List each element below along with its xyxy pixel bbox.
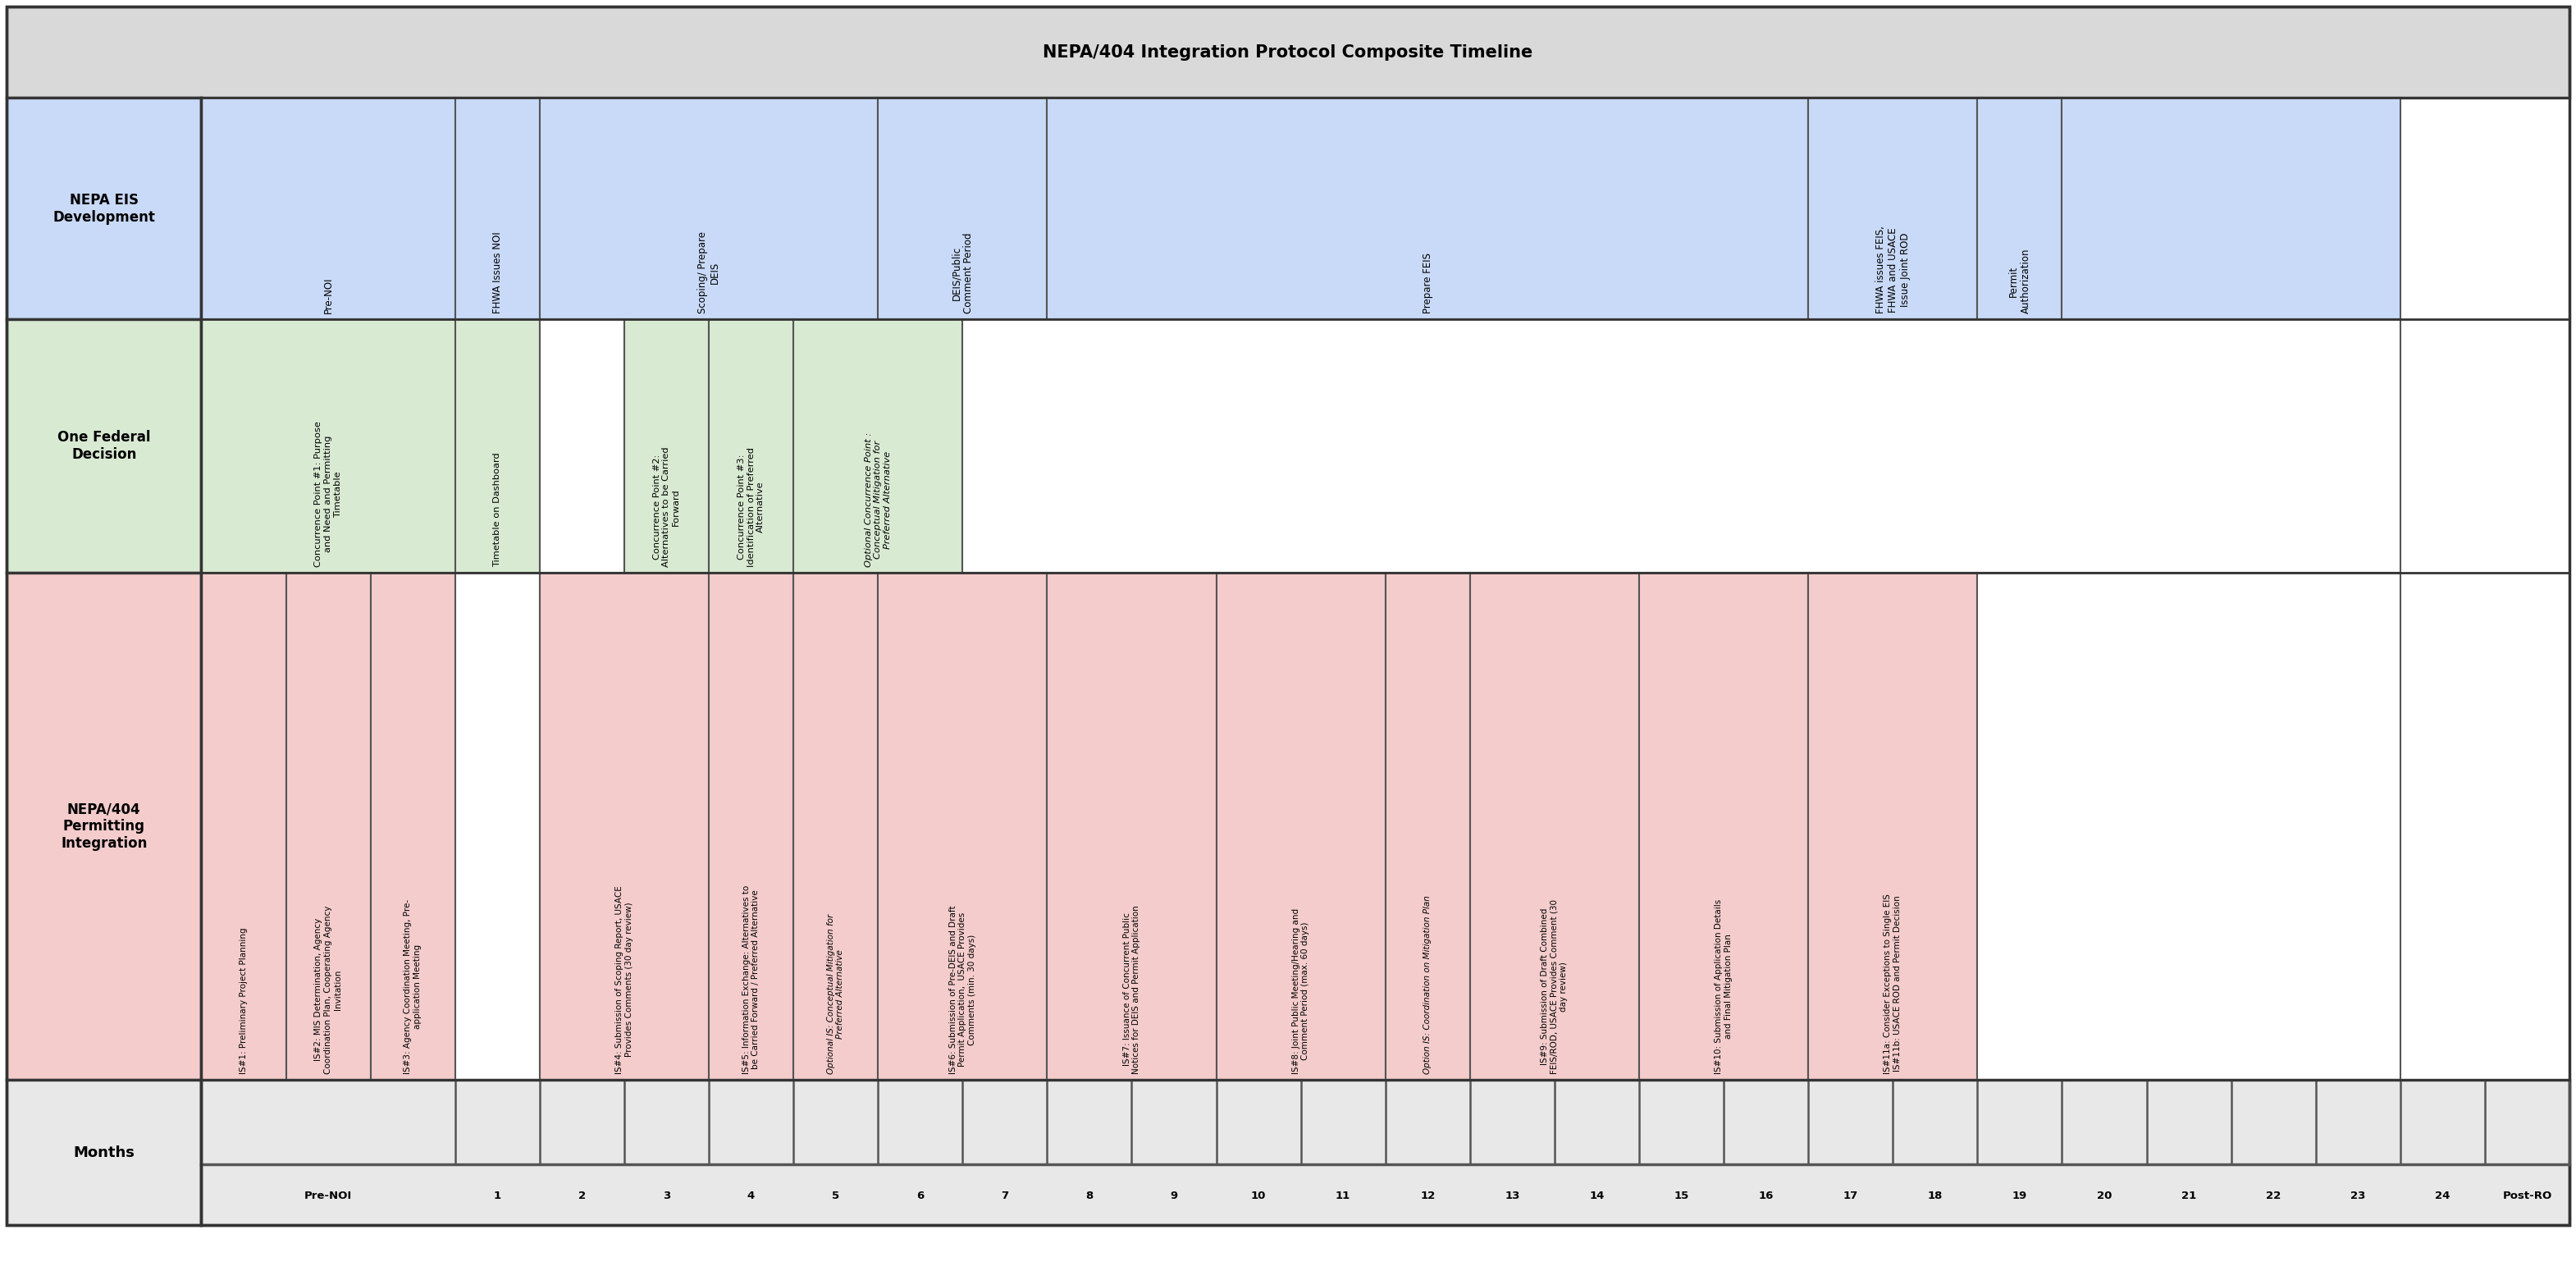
Text: IS#11a: Consider Exceptions to Single EIS
IS#11b: USACE ROD and Permit Decision: IS#11a: Consider Exceptions to Single EI… — [1883, 893, 1901, 1074]
Bar — [963, 320, 2401, 573]
Text: 21: 21 — [2182, 1190, 2197, 1202]
Bar — [201, 573, 286, 1079]
Bar — [1471, 573, 1638, 1079]
Bar — [793, 320, 963, 573]
Text: 18: 18 — [1927, 1190, 1942, 1202]
Text: Months: Months — [72, 1146, 134, 1160]
Text: IS#7: Issuance of Concurrent Public
Notices for DEIS and Permit Application: IS#7: Issuance of Concurrent Public Noti… — [1123, 905, 1141, 1074]
Bar — [8, 1079, 201, 1225]
Text: 2: 2 — [577, 1190, 585, 1202]
Text: IS#1: Preliminary Project Planning: IS#1: Preliminary Project Planning — [240, 927, 247, 1074]
Text: DEIS/Public
Comment Period: DEIS/Public Comment Period — [951, 233, 974, 314]
Text: 1: 1 — [495, 1190, 502, 1202]
Bar — [1808, 97, 1978, 320]
Text: NEPA/404 Integration Protocol Composite Timeline: NEPA/404 Integration Protocol Composite … — [1043, 44, 1533, 60]
Text: 10: 10 — [1252, 1190, 1265, 1202]
Bar — [8, 573, 201, 1079]
Text: 9: 9 — [1170, 1190, 1177, 1202]
Bar — [538, 97, 878, 320]
Text: 4: 4 — [747, 1190, 755, 1202]
Bar — [1978, 97, 2061, 320]
Text: Permit
Authorization: Permit Authorization — [2009, 248, 2032, 314]
Text: 5: 5 — [832, 1190, 840, 1202]
Text: FHWA Issues NOI: FHWA Issues NOI — [492, 232, 502, 314]
Bar — [371, 573, 456, 1079]
Bar — [1046, 573, 1216, 1079]
Text: IS#2: MIS Determination, Agency
Coordination Plan, Cooperating Agency
Invitation: IS#2: MIS Determination, Agency Coordina… — [314, 905, 343, 1074]
Text: 6: 6 — [917, 1190, 925, 1202]
Bar — [456, 320, 538, 573]
Bar — [1216, 573, 1386, 1079]
Text: IS#5: Information Exchange: Alternatives to
be Carried Forward / Preferred Alter: IS#5: Information Exchange: Alternatives… — [742, 884, 760, 1074]
Text: 8: 8 — [1084, 1190, 1092, 1202]
Text: Prepare FEIS: Prepare FEIS — [1422, 253, 1432, 314]
Text: Concurrence Point #1: Purpose
and Need and Permitting
Timetable: Concurrence Point #1: Purpose and Need a… — [314, 421, 343, 567]
Text: Scoping/ Prepare
DEIS: Scoping/ Prepare DEIS — [698, 232, 721, 314]
Text: IS#4: Submission of Scoping Report, USACE
Provides Comments (30 day review): IS#4: Submission of Scoping Report, USAC… — [616, 886, 634, 1074]
Bar — [8, 6, 2568, 97]
Bar — [538, 573, 708, 1079]
Bar — [708, 573, 793, 1079]
Bar — [538, 320, 623, 573]
Text: 7: 7 — [1002, 1190, 1010, 1202]
Text: 23: 23 — [2349, 1190, 2365, 1202]
Text: Timetable on Dashboard: Timetable on Dashboard — [492, 452, 502, 567]
Text: Optional IS: Conceptual Mitigation for
Preferred Alternative: Optional IS: Conceptual Mitigation for P… — [827, 914, 845, 1074]
Bar — [1386, 573, 1471, 1079]
Bar — [8, 97, 201, 320]
Bar — [708, 320, 793, 573]
Bar — [201, 97, 456, 320]
Text: 11: 11 — [1334, 1190, 1350, 1202]
Bar — [201, 1079, 2568, 1225]
Bar — [623, 320, 708, 573]
Text: 20: 20 — [2097, 1190, 2112, 1202]
Bar — [793, 573, 878, 1079]
Text: IS#9: Submission of Draft Combined
FEIS/ROD, USACE Provides Comment (30
day revi: IS#9: Submission of Draft Combined FEIS/… — [1540, 899, 1569, 1074]
Bar — [1046, 97, 1808, 320]
Text: 17: 17 — [1842, 1190, 1857, 1202]
Text: 22: 22 — [2267, 1190, 2280, 1202]
Text: Pre-NOI: Pre-NOI — [304, 1190, 353, 1202]
Text: IS#6: Submission of Pre-DEIS and Draft
Permit Application,  USACE Provides
Comme: IS#6: Submission of Pre-DEIS and Draft P… — [948, 905, 976, 1074]
Text: Pre-NOI: Pre-NOI — [322, 278, 332, 314]
Bar — [456, 573, 538, 1079]
Text: One Federal
Decision: One Federal Decision — [57, 430, 149, 462]
Bar — [878, 573, 1046, 1079]
Text: NEPA EIS
Development: NEPA EIS Development — [52, 193, 155, 224]
Bar — [286, 573, 371, 1079]
Bar — [456, 97, 538, 320]
Bar — [2061, 97, 2401, 320]
Bar — [878, 97, 1046, 320]
Text: NEPA/404
Permitting
Integration: NEPA/404 Permitting Integration — [62, 801, 147, 851]
Bar — [1978, 573, 2401, 1079]
Text: FHWA issues FEIS,
FHWA and USACE
Issue Joint ROD: FHWA issues FEIS, FHWA and USACE Issue J… — [1875, 227, 1911, 314]
Text: 19: 19 — [2012, 1190, 2027, 1202]
Text: 3: 3 — [662, 1190, 670, 1202]
Text: Post-RO: Post-RO — [2501, 1190, 2553, 1202]
Text: IS#3: Agency Coordination Meeting, Pre-
application Meeting: IS#3: Agency Coordination Meeting, Pre- … — [404, 899, 422, 1074]
Text: 24: 24 — [2434, 1190, 2450, 1202]
Text: IS#10: Submission of Application Details
and Final Mitigation Plan: IS#10: Submission of Application Details… — [1716, 899, 1734, 1074]
Text: 16: 16 — [1759, 1190, 1772, 1202]
Text: 15: 15 — [1674, 1190, 1690, 1202]
Text: 12: 12 — [1419, 1190, 1435, 1202]
Text: 13: 13 — [1504, 1190, 1520, 1202]
Bar — [1808, 573, 1978, 1079]
Bar — [8, 320, 201, 573]
Bar — [1638, 573, 1808, 1079]
Text: IS#8: Joint Public Meeting/Hearing and
Comment Period (max. 60 days): IS#8: Joint Public Meeting/Hearing and C… — [1293, 908, 1309, 1074]
Text: Concurrence Point #2:
Alternatives to be Carried
Forward: Concurrence Point #2: Alternatives to be… — [652, 447, 680, 567]
Text: Optional Concurrence Point :
Conceptual Mitigation for
Preferred Alternative: Optional Concurrence Point : Conceptual … — [866, 433, 891, 567]
Text: 14: 14 — [1589, 1190, 1605, 1202]
Bar — [201, 320, 456, 573]
Text: Concurrence Point #3:
Identification of Preferred
Alternative: Concurrence Point #3: Identification of … — [737, 447, 765, 567]
Text: Option IS: Coordination on Mitigation Plan: Option IS: Coordination on Mitigation Pl… — [1425, 895, 1432, 1074]
